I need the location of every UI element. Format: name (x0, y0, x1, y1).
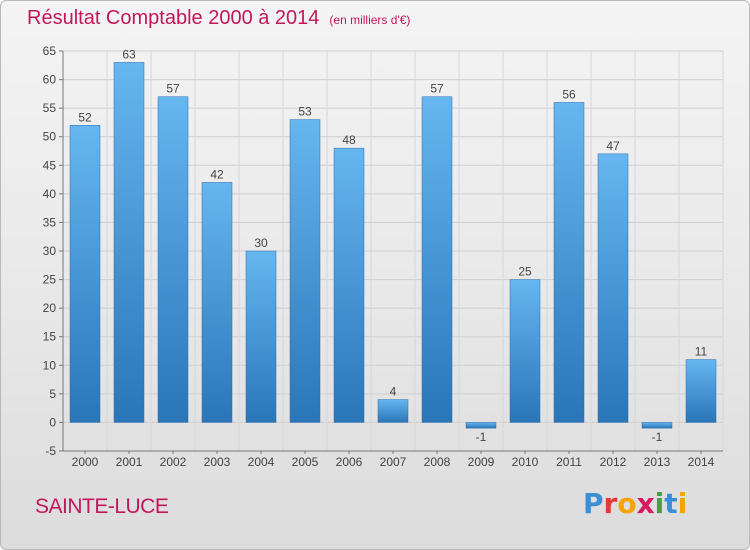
bar-2004 (245, 250, 277, 423)
data-label-2008: 57 (430, 82, 444, 96)
bar-2003 (201, 182, 233, 423)
bar-2009 (465, 422, 497, 429)
data-label-2012: 47 (606, 139, 620, 153)
y-tick-label: 15 (43, 330, 57, 344)
x-tick-label: 2013 (644, 455, 671, 469)
x-tick-label: 2003 (204, 455, 231, 469)
place-name: SAINTE-LUCE (35, 495, 169, 518)
logo-letter: t (664, 487, 678, 520)
y-tick-label: 25 (43, 273, 57, 287)
data-label-2003: 42 (210, 167, 224, 181)
y-tick-label: 60 (43, 73, 57, 87)
y-tick-label: 30 (43, 244, 57, 258)
y-tick-label: 50 (43, 130, 57, 144)
data-label-2007: 4 (390, 385, 397, 399)
bar-2005 (289, 119, 321, 423)
chart-subtitle: (en milliers d'€) (329, 13, 411, 27)
bar-2007 (377, 399, 409, 423)
bar-2002 (157, 96, 189, 423)
bar-2008 (421, 96, 453, 423)
data-label-2001: 63 (122, 47, 136, 61)
y-tick-label: 0 (49, 415, 56, 429)
bar-2014 (685, 359, 717, 423)
logo-letter: o (617, 487, 637, 520)
x-tick-label: 2001 (116, 455, 143, 469)
y-tick-label: -5 (45, 444, 56, 458)
x-tick-label: 2005 (292, 455, 319, 469)
y-tick-label: 35 (43, 215, 57, 229)
x-tick-label: 2004 (248, 455, 275, 469)
y-tick-label: 40 (43, 187, 57, 201)
chart-title: Résultat Comptable 2000 à 2014 (en millie… (27, 7, 410, 30)
logo-letter: r (603, 487, 618, 520)
logo-letter: i (677, 487, 688, 520)
y-tick-label: 10 (43, 358, 57, 372)
x-tick-label: 2002 (160, 455, 187, 469)
data-label-2010: 25 (518, 265, 532, 279)
x-tick-label: 2006 (336, 455, 363, 469)
x-tick-label: 2014 (688, 455, 715, 469)
x-tick-label: 2000 (72, 455, 99, 469)
data-label-2002: 57 (166, 82, 180, 96)
y-tick-label: 20 (43, 301, 57, 315)
data-label-2009: -1 (476, 430, 487, 444)
data-label-2006: 48 (342, 133, 356, 147)
logo-letter: P (583, 487, 604, 520)
chart-title-main: Résultat Comptable 2000 à 2014 (27, 7, 320, 29)
data-label-2014: 11 (695, 345, 708, 359)
bar-2012 (597, 153, 629, 423)
y-tick-label: 5 (49, 387, 56, 401)
data-label-2004: 30 (254, 236, 268, 250)
bar-2000 (69, 125, 101, 423)
bar-2010 (509, 279, 541, 423)
x-tick-label: 2012 (600, 455, 627, 469)
logo-letter: i (654, 487, 665, 520)
x-tick-label: 2007 (380, 455, 407, 469)
y-tick-label: 65 (43, 44, 57, 58)
data-label-2011: 56 (562, 87, 576, 101)
data-label-2013: -1 (652, 430, 663, 444)
x-tick-label: 2011 (556, 455, 582, 469)
bar-2006 (333, 147, 365, 423)
data-label-2000: 52 (78, 110, 92, 124)
bar-2013 (641, 422, 673, 429)
data-label-2005: 53 (298, 105, 312, 119)
x-tick-label: 2008 (424, 455, 451, 469)
y-tick-label: 55 (43, 101, 57, 115)
proxiti-logo: Proxiti (583, 487, 687, 520)
bar-2011 (553, 102, 585, 423)
logo-letter: x (636, 487, 655, 520)
x-tick-label: 2009 (468, 455, 495, 469)
y-tick-label: 45 (43, 158, 57, 172)
x-tick-label: 2010 (512, 455, 539, 469)
bar-2001 (113, 62, 145, 423)
